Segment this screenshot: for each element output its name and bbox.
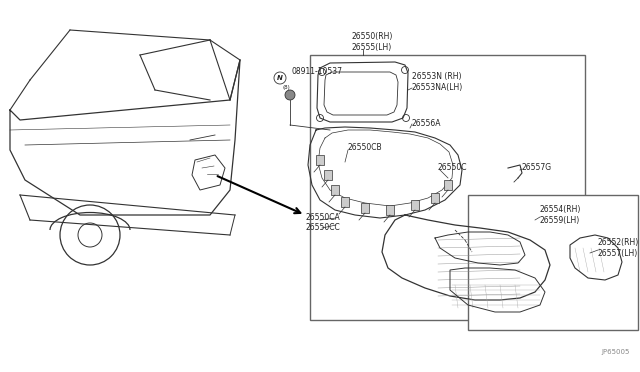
Text: 26550CB: 26550CB: [348, 144, 383, 153]
Bar: [444, 180, 452, 190]
Bar: [361, 203, 369, 213]
Bar: [431, 193, 439, 203]
Bar: [386, 205, 394, 215]
Text: (8): (8): [282, 84, 290, 90]
Text: 26550(RH)
26555(LH): 26550(RH) 26555(LH): [352, 32, 394, 52]
Text: 26550CA: 26550CA: [305, 214, 340, 222]
Bar: [468, 195, 638, 330]
Bar: [341, 197, 349, 207]
Text: 26553N (RH)
26553NA(LH): 26553N (RH) 26553NA(LH): [412, 72, 463, 92]
Text: 26552(RH)
26557(LH): 26552(RH) 26557(LH): [598, 238, 639, 258]
Text: 26557G: 26557G: [522, 164, 552, 173]
Text: 26554(RH)
26559(LH): 26554(RH) 26559(LH): [540, 205, 581, 225]
Bar: [331, 185, 339, 195]
Text: JP65005: JP65005: [602, 349, 630, 355]
Text: 08911-10537: 08911-10537: [292, 67, 343, 77]
Bar: [310, 55, 585, 320]
Circle shape: [285, 90, 295, 100]
Bar: [324, 170, 332, 180]
Text: 26556A: 26556A: [412, 119, 442, 128]
Text: 26550C: 26550C: [438, 164, 467, 173]
Bar: [316, 155, 324, 165]
Text: 26550CC: 26550CC: [305, 224, 340, 232]
Text: N: N: [277, 75, 283, 81]
Bar: [411, 200, 419, 210]
